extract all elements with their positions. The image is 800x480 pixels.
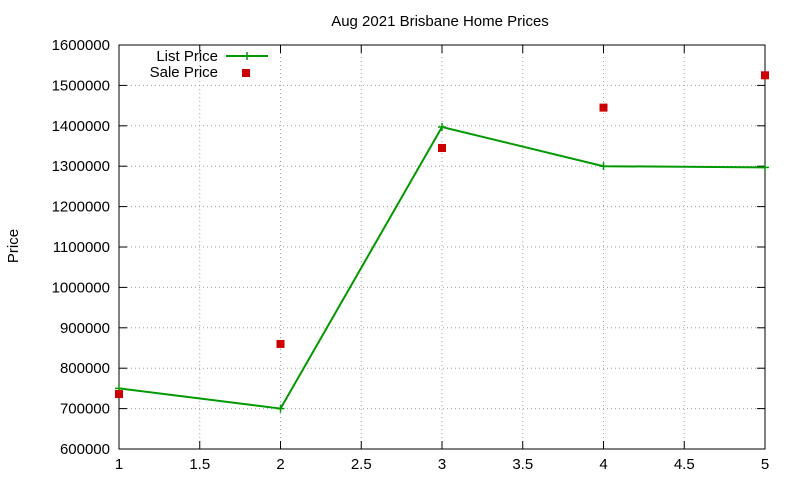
chart-title: Aug 2021 Brisbane Home Prices (331, 13, 549, 30)
y-tick-label: 600000 (60, 441, 110, 458)
y-tick-label: 900000 (60, 320, 110, 337)
sale-price-point (599, 103, 608, 112)
x-tick-label: 2 (276, 456, 284, 473)
y-tick-label: 800000 (60, 360, 110, 377)
sale-price-series (115, 71, 769, 399)
sale-price-point (761, 71, 769, 80)
y-tick-label: 1600000 (52, 37, 110, 54)
y-tick-label: 1500000 (52, 77, 110, 94)
y-tick-label: 700000 (60, 401, 110, 418)
legend-label-sale-price: Sale Price (150, 64, 218, 81)
legend-label-list-price: List Price (156, 48, 218, 65)
y-tick-label: 1100000 (53, 239, 110, 256)
list-price-point (243, 52, 251, 60)
tick-layer: 6000007000008000009000001000000110000012… (52, 37, 770, 473)
x-tick-label: 2.5 (351, 456, 372, 473)
sale-price-point (438, 144, 446, 153)
list-price-point (761, 163, 769, 172)
sale-price-point (115, 390, 123, 399)
y-tick-label: 1400000 (52, 118, 110, 135)
y-tick-label: 1000000 (52, 279, 110, 296)
x-tick-label: 5 (761, 456, 769, 473)
x-tick-label: 1 (115, 456, 123, 473)
grid-layer (119, 45, 765, 449)
x-tick-label: 4.5 (674, 456, 695, 473)
x-tick-label: 3.5 (512, 456, 533, 473)
list-price-point (438, 123, 446, 132)
x-tick-label: 3 (438, 456, 446, 473)
y-tick-label: 1300000 (52, 158, 110, 175)
list-price-point (599, 162, 608, 171)
x-tick-label: 1.5 (189, 456, 210, 473)
x-tick-label: 4 (599, 456, 607, 473)
series-layer (115, 71, 769, 413)
sale-price-point (242, 69, 250, 77)
y-tick-label: 1200000 (52, 199, 110, 216)
y-axis-label: Price (5, 229, 22, 263)
list-price-point (276, 404, 285, 413)
list-price-series (115, 123, 769, 413)
sale-price-point (276, 339, 285, 348)
